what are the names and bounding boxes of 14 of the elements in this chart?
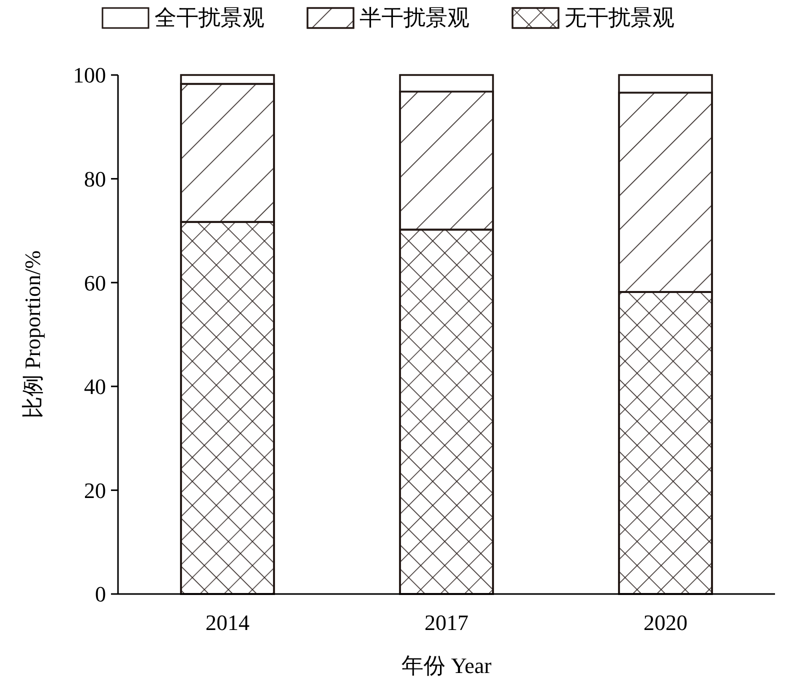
legend-label: 全干扰景观 [154,5,264,30]
x-axis-title: 年份 Year [401,653,492,678]
x-tick-label: 2014 [206,610,250,635]
y-tick-label: 40 [84,374,106,400]
y-axis-title: 比例 Proportion/% [20,250,45,419]
y-tick-label: 100 [73,62,106,88]
y-tick-label: 0 [95,582,106,607]
y-tick-label: 80 [84,166,106,192]
legend-label: 半干扰景观 [360,5,470,30]
legend-label: 无干扰景观 [564,5,674,30]
y-tick-label: 60 [84,270,106,296]
x-tick-label: 2017 [424,610,468,635]
x-tick-label: 2020 [644,610,688,635]
y-tick-label: 20 [84,478,106,503]
